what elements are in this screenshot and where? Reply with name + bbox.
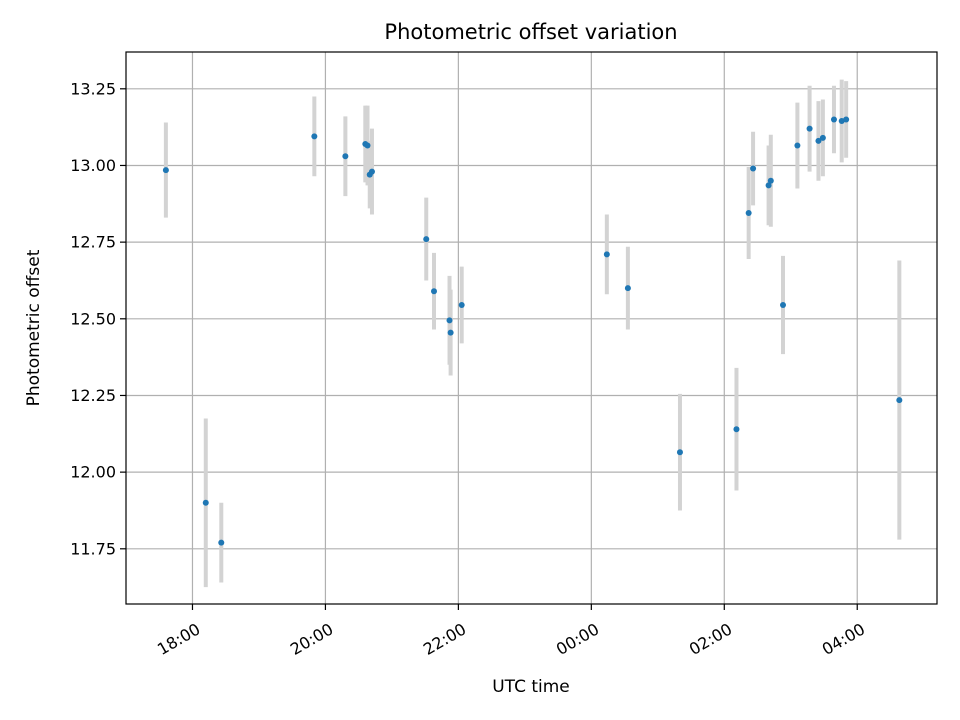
y-axis-label: Photometric offset	[24, 249, 44, 406]
data-point	[750, 165, 757, 172]
chart-title: Photometric offset variation	[384, 20, 677, 44]
data-point	[767, 177, 774, 184]
data-point	[162, 167, 169, 174]
data-point	[676, 449, 683, 456]
point-layer	[162, 116, 903, 546]
data-point	[830, 116, 837, 123]
data-point	[765, 182, 772, 189]
data-point	[202, 499, 209, 506]
data-point	[218, 539, 225, 546]
data-point	[458, 302, 465, 308]
y-tick-label: 12.75	[70, 233, 116, 252]
data-point	[733, 426, 740, 433]
y-tick-label: 13.00	[70, 156, 116, 175]
plot-frame	[125, 51, 938, 605]
data-point	[819, 134, 826, 141]
data-point	[342, 153, 349, 160]
data-point	[311, 133, 318, 140]
y-tick-label: 13.25	[70, 79, 116, 98]
data-point	[779, 302, 786, 308]
data-point	[446, 317, 453, 324]
data-point	[815, 137, 822, 144]
x-axis-label: UTC time	[492, 677, 570, 697]
y-tick-label: 12.25	[70, 386, 116, 405]
data-point	[843, 116, 850, 123]
data-point	[603, 251, 610, 258]
data-point	[423, 236, 430, 243]
data-point	[806, 125, 813, 132]
data-point	[447, 329, 454, 336]
y-tick-label: 12.00	[70, 463, 116, 482]
data-point	[745, 210, 752, 216]
y-tick-label: 11.75	[70, 539, 116, 558]
data-point	[794, 142, 801, 149]
grid-layer	[126, 52, 937, 604]
y-tick-label: 12.50	[70, 309, 116, 328]
data-point	[368, 168, 375, 175]
data-point	[364, 142, 371, 149]
data-point	[896, 397, 903, 404]
data-point	[431, 288, 438, 295]
data-point	[624, 285, 631, 292]
